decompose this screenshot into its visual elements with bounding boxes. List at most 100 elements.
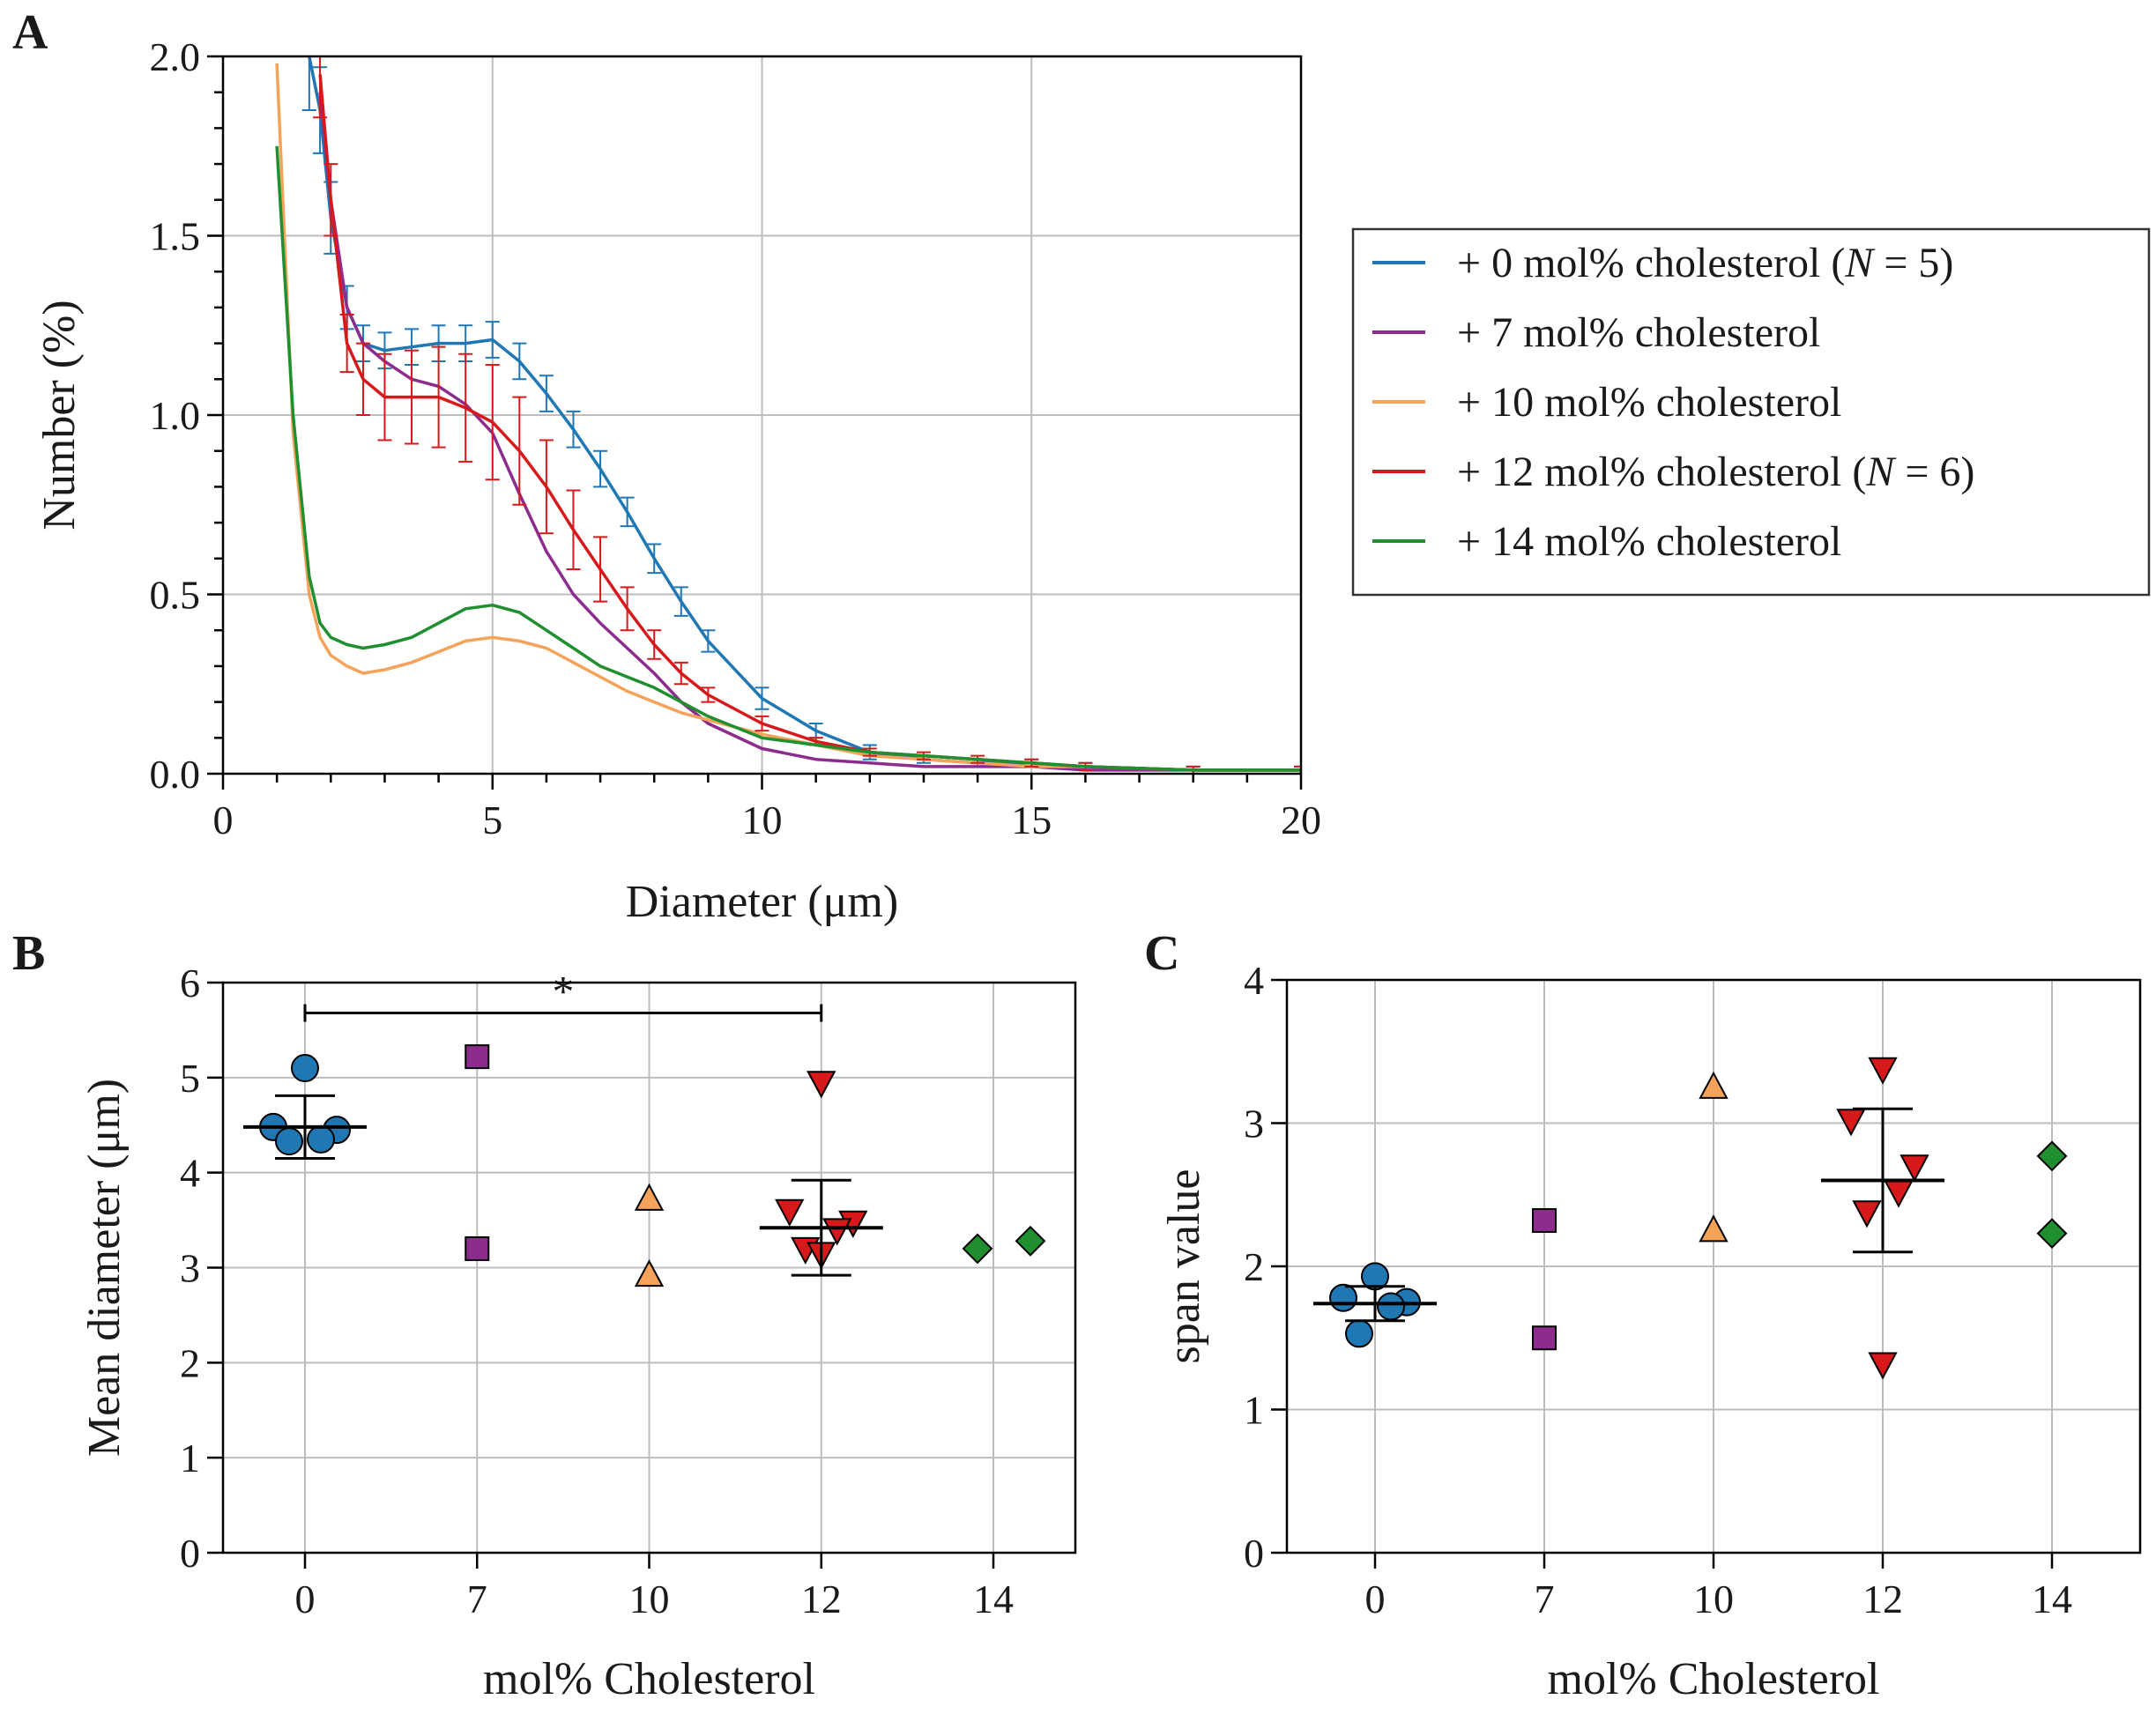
legend-label-c14: + 14 mol% cholesterol [1457, 518, 1841, 565]
x-tick-label: 14 [973, 1577, 1014, 1621]
significance-label: * [552, 967, 574, 1016]
legend-label-part: = 5) [1873, 240, 1953, 286]
group-7 [465, 1044, 490, 1261]
legend-label-part: + 12 mol% cholesterol ( [1457, 449, 1866, 495]
data-point-triangle-down [1868, 1057, 1898, 1085]
x-axis-title: mol% Cholesterol [483, 1654, 815, 1704]
data-point-diamond [2036, 1140, 2068, 1172]
y-tick-label: 2 [180, 1340, 200, 1385]
series-c14 [275, 145, 1301, 772]
group-10 [634, 1183, 665, 1287]
data-point-circle [1377, 1292, 1405, 1321]
legend-label-c12: + 12 mol% cholesterol (N = 6) [1457, 449, 1974, 495]
y-tick-label: 0 [1244, 1531, 1264, 1576]
data-point-diamond [2036, 1218, 2068, 1250]
x-tick-label: 10 [742, 798, 783, 842]
group-14 [962, 1225, 1046, 1265]
data-point-triangle-up [634, 1183, 665, 1211]
legend-label-c7: + 7 mol% cholesterol [1457, 309, 1820, 356]
legend-label-c10: + 10 mol% cholesterol [1457, 379, 1841, 426]
y-tick-label: 1 [180, 1436, 200, 1480]
data-point-triangle-down [1900, 1154, 1929, 1183]
data-point-triangle-down [1868, 1352, 1898, 1380]
data-point-diamond [1015, 1225, 1046, 1257]
series-c0 [301, 56, 1301, 774]
group-12 [1821, 1057, 1944, 1380]
data-point-circle [275, 1127, 303, 1156]
group-0 [243, 1054, 367, 1160]
y-axis-title: Mean diameter (μm) [79, 1079, 130, 1457]
y-tick-label: 6 [180, 961, 200, 1005]
data-point-square [1532, 1208, 1557, 1233]
data-point-triangle-up [1699, 1071, 1729, 1099]
data-point-triangle-down [1852, 1200, 1882, 1228]
data-point-triangle-up [1699, 1214, 1729, 1243]
data-point-triangle-up [634, 1259, 665, 1287]
y-tick-label: 2.0 [150, 34, 201, 79]
group-10 [1699, 1071, 1729, 1243]
group-7 [1532, 1208, 1557, 1351]
data-point-square [465, 1044, 490, 1070]
x-tick-label: 7 [467, 1577, 487, 1621]
x-tick-label: 10 [1693, 1577, 1734, 1621]
data-point-circle [291, 1054, 319, 1083]
data-point-square [465, 1235, 490, 1261]
group-0 [1313, 1262, 1437, 1348]
data-point-circle [1345, 1319, 1373, 1348]
data-point-circle [1329, 1283, 1357, 1312]
x-tick-label: 7 [1535, 1577, 1555, 1621]
x-axis-title: mol% Cholesterol [1548, 1654, 1880, 1704]
y-tick-label: 4 [180, 1151, 200, 1196]
y-tick-label: 1 [1244, 1388, 1264, 1433]
y-axis-title: Number (%) [34, 300, 85, 530]
x-tick-label: 10 [629, 1577, 670, 1621]
y-tick-label: 0.0 [150, 752, 201, 797]
data-point-diamond [962, 1233, 993, 1265]
x-tick-label: 12 [801, 1577, 842, 1621]
x-tick-label: 0 [213, 798, 234, 842]
x-tick-label: 15 [1011, 798, 1052, 842]
y-tick-label: 2 [1244, 1244, 1264, 1289]
series-c10 [275, 63, 1301, 772]
legend-label-part: + 0 mol% cholesterol ( [1457, 240, 1845, 286]
plot-area [275, 56, 1301, 774]
y-tick-label: 3 [1244, 1102, 1264, 1146]
data-point-triangle-down [1884, 1180, 1914, 1208]
panel-letter-c: C [1144, 926, 1179, 981]
data-point-triangle-down [807, 1071, 836, 1099]
panel-a-line-chart: 0 5 10 15 20 0.0 0.5 1.0 1.5 2.0 Diameter (μm) Numb… [34, 34, 1321, 927]
x-tick-label: 5 [482, 798, 502, 842]
x-tick-label: 12 [1862, 1577, 1903, 1621]
series-line [275, 63, 1301, 772]
y-tick-label: 0 [180, 1531, 200, 1576]
legend-label-n: N [1844, 240, 1876, 286]
series-line [318, 92, 1301, 772]
data-point-square [1532, 1325, 1557, 1351]
x-tick-label: 14 [2032, 1577, 2072, 1621]
legend-box [1351, 227, 2151, 597]
series-c7 [318, 92, 1301, 772]
y-tick-label: 4 [1244, 958, 1264, 1003]
data-point-triangle-down [1836, 1109, 1866, 1137]
panel-letter-a: A [12, 5, 48, 60]
y-axis-title: span value [1159, 1169, 1209, 1364]
group-12 [759, 1071, 883, 1277]
y-tick-label: 1.0 [150, 393, 201, 438]
series-line [318, 74, 1301, 772]
x-axis-title: Diameter (μm) [626, 877, 898, 927]
plot-frame [1285, 978, 2142, 1554]
plot-frame [221, 55, 1303, 775]
panel-letter-b: B [12, 926, 45, 981]
y-tick-label: 1.5 [150, 214, 201, 259]
series-line [275, 145, 1301, 772]
x-tick-label: 20 [1281, 798, 1321, 842]
x-tick-label: 0 [295, 1577, 316, 1621]
legend-label-part: = 6) [1894, 449, 1974, 495]
legend-label-n: N [1865, 449, 1897, 495]
y-tick-label: 5 [180, 1056, 200, 1101]
x-tick-label: 0 [1365, 1577, 1386, 1621]
y-tick-label: 3 [180, 1246, 200, 1291]
